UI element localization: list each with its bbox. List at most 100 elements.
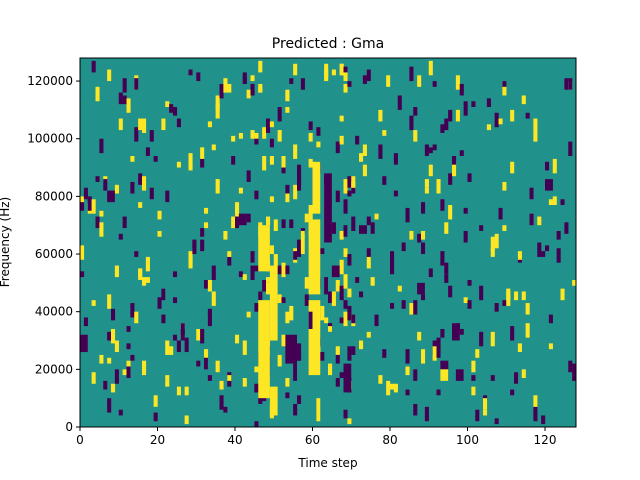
heatmap-cell bbox=[165, 101, 170, 108]
heatmap-cell bbox=[157, 210, 162, 220]
heatmap-cell bbox=[510, 161, 515, 174]
heatmap-cell bbox=[142, 360, 147, 376]
heatmap-cell bbox=[207, 375, 212, 381]
heatmap-cell bbox=[254, 421, 259, 427]
heatmap-cell bbox=[471, 360, 476, 373]
heatmap-cell bbox=[494, 233, 499, 249]
heatmap-cell bbox=[347, 346, 352, 361]
heatmap-cell bbox=[254, 386, 259, 393]
heatmap-cell bbox=[238, 213, 247, 226]
heatmap-cell bbox=[548, 179, 553, 191]
heatmap-cell bbox=[114, 184, 119, 194]
heatmap-cell bbox=[347, 254, 352, 266]
heatmap-cell bbox=[107, 398, 112, 413]
heatmap-cell bbox=[448, 285, 453, 298]
heatmap-cell bbox=[359, 225, 364, 234]
heatmap-cell bbox=[277, 107, 282, 122]
heatmap-cell bbox=[537, 216, 542, 226]
heatmap-cell bbox=[142, 118, 147, 133]
heatmap-cell bbox=[397, 285, 402, 292]
heatmap-cell bbox=[436, 179, 441, 194]
heatmap-cell bbox=[370, 222, 375, 234]
heatmap-cell bbox=[277, 130, 282, 142]
heatmap-cell bbox=[564, 222, 569, 234]
heatmap-cell bbox=[444, 274, 449, 283]
heatmap-cell bbox=[80, 271, 85, 278]
heatmap-cell bbox=[428, 164, 433, 177]
heatmap-cell bbox=[242, 274, 247, 280]
heatmap-cell bbox=[235, 334, 240, 344]
heatmap-cell bbox=[134, 78, 139, 90]
heatmap-cell bbox=[200, 328, 205, 344]
heatmap-cell bbox=[107, 357, 112, 364]
heatmap-cell bbox=[219, 380, 224, 390]
heatmap-cell bbox=[266, 282, 271, 295]
heatmap-cell bbox=[169, 346, 174, 355]
heatmap-cell bbox=[188, 256, 193, 269]
heatmap-cell bbox=[502, 300, 507, 306]
heatmap-cell bbox=[200, 158, 205, 168]
heatmap-cell bbox=[413, 130, 418, 142]
heatmap-cell bbox=[118, 118, 123, 131]
heatmap-cell bbox=[552, 158, 557, 174]
heatmap-cell bbox=[572, 363, 577, 376]
heatmap-cell bbox=[343, 311, 348, 327]
heatmap-cell bbox=[486, 98, 491, 108]
heatmap-cell bbox=[165, 380, 170, 387]
heatmap-cell bbox=[111, 308, 116, 321]
heatmap-cell bbox=[285, 184, 290, 200]
heatmap-cell bbox=[510, 389, 515, 396]
heatmap-cell bbox=[331, 69, 336, 76]
heatmap-cell bbox=[378, 144, 383, 159]
heatmap-cell bbox=[273, 219, 278, 231]
heatmap-cell bbox=[556, 248, 561, 263]
heatmap-cell bbox=[417, 331, 422, 341]
heatmap-cell bbox=[324, 277, 328, 295]
heatmap-cell bbox=[122, 78, 127, 93]
heatmap-cell bbox=[339, 317, 344, 324]
heatmap-cell bbox=[525, 303, 530, 315]
heatmap-cell bbox=[339, 372, 344, 378]
heatmap-cell bbox=[138, 268, 143, 280]
heatmap-cell bbox=[134, 251, 139, 257]
heatmap-cell bbox=[304, 277, 309, 289]
heatmap-cell bbox=[366, 331, 371, 338]
heatmap-cell bbox=[161, 118, 166, 131]
heatmap-cell bbox=[80, 196, 85, 203]
heatmap-cell bbox=[424, 406, 429, 422]
heatmap-cell bbox=[192, 242, 197, 255]
heatmap-cell bbox=[122, 369, 127, 376]
heatmap-cell bbox=[80, 199, 85, 211]
heatmap-cell bbox=[258, 291, 263, 301]
y-tick-label: 60000 bbox=[35, 247, 73, 261]
heatmap-cell bbox=[386, 380, 391, 396]
heatmap-cell bbox=[176, 386, 181, 396]
heatmap-cell bbox=[533, 118, 538, 133]
heatmap-cell bbox=[362, 75, 367, 84]
heatmap-cell bbox=[366, 216, 371, 226]
x-tick-label: 0 bbox=[76, 433, 84, 447]
heatmap-cell bbox=[417, 282, 425, 295]
heatmap-cell bbox=[308, 219, 321, 295]
heatmap-cell bbox=[351, 314, 356, 324]
heatmap-cell bbox=[118, 409, 123, 416]
heatmap-cell bbox=[421, 202, 426, 214]
heatmap-cell bbox=[382, 349, 387, 358]
heatmap-cell bbox=[91, 372, 96, 384]
heatmap-cell bbox=[428, 60, 433, 76]
heatmap-cell bbox=[343, 225, 348, 237]
heatmap-cell bbox=[568, 78, 573, 90]
heatmap-cell bbox=[258, 86, 263, 93]
heatmap-cell bbox=[444, 262, 449, 275]
heatmap-cell bbox=[471, 101, 476, 108]
heatmap-cell bbox=[331, 265, 340, 278]
heatmap-cell bbox=[413, 369, 418, 381]
heatmap-cell bbox=[83, 187, 88, 200]
heatmap-cell bbox=[269, 386, 278, 416]
heatmap-cell bbox=[254, 265, 259, 272]
heatmap-cell bbox=[483, 398, 488, 410]
heatmap-cell bbox=[548, 314, 553, 324]
heatmap-cell bbox=[149, 130, 154, 142]
heatmap-cell bbox=[452, 161, 457, 177]
heatmap-cell bbox=[324, 317, 329, 324]
